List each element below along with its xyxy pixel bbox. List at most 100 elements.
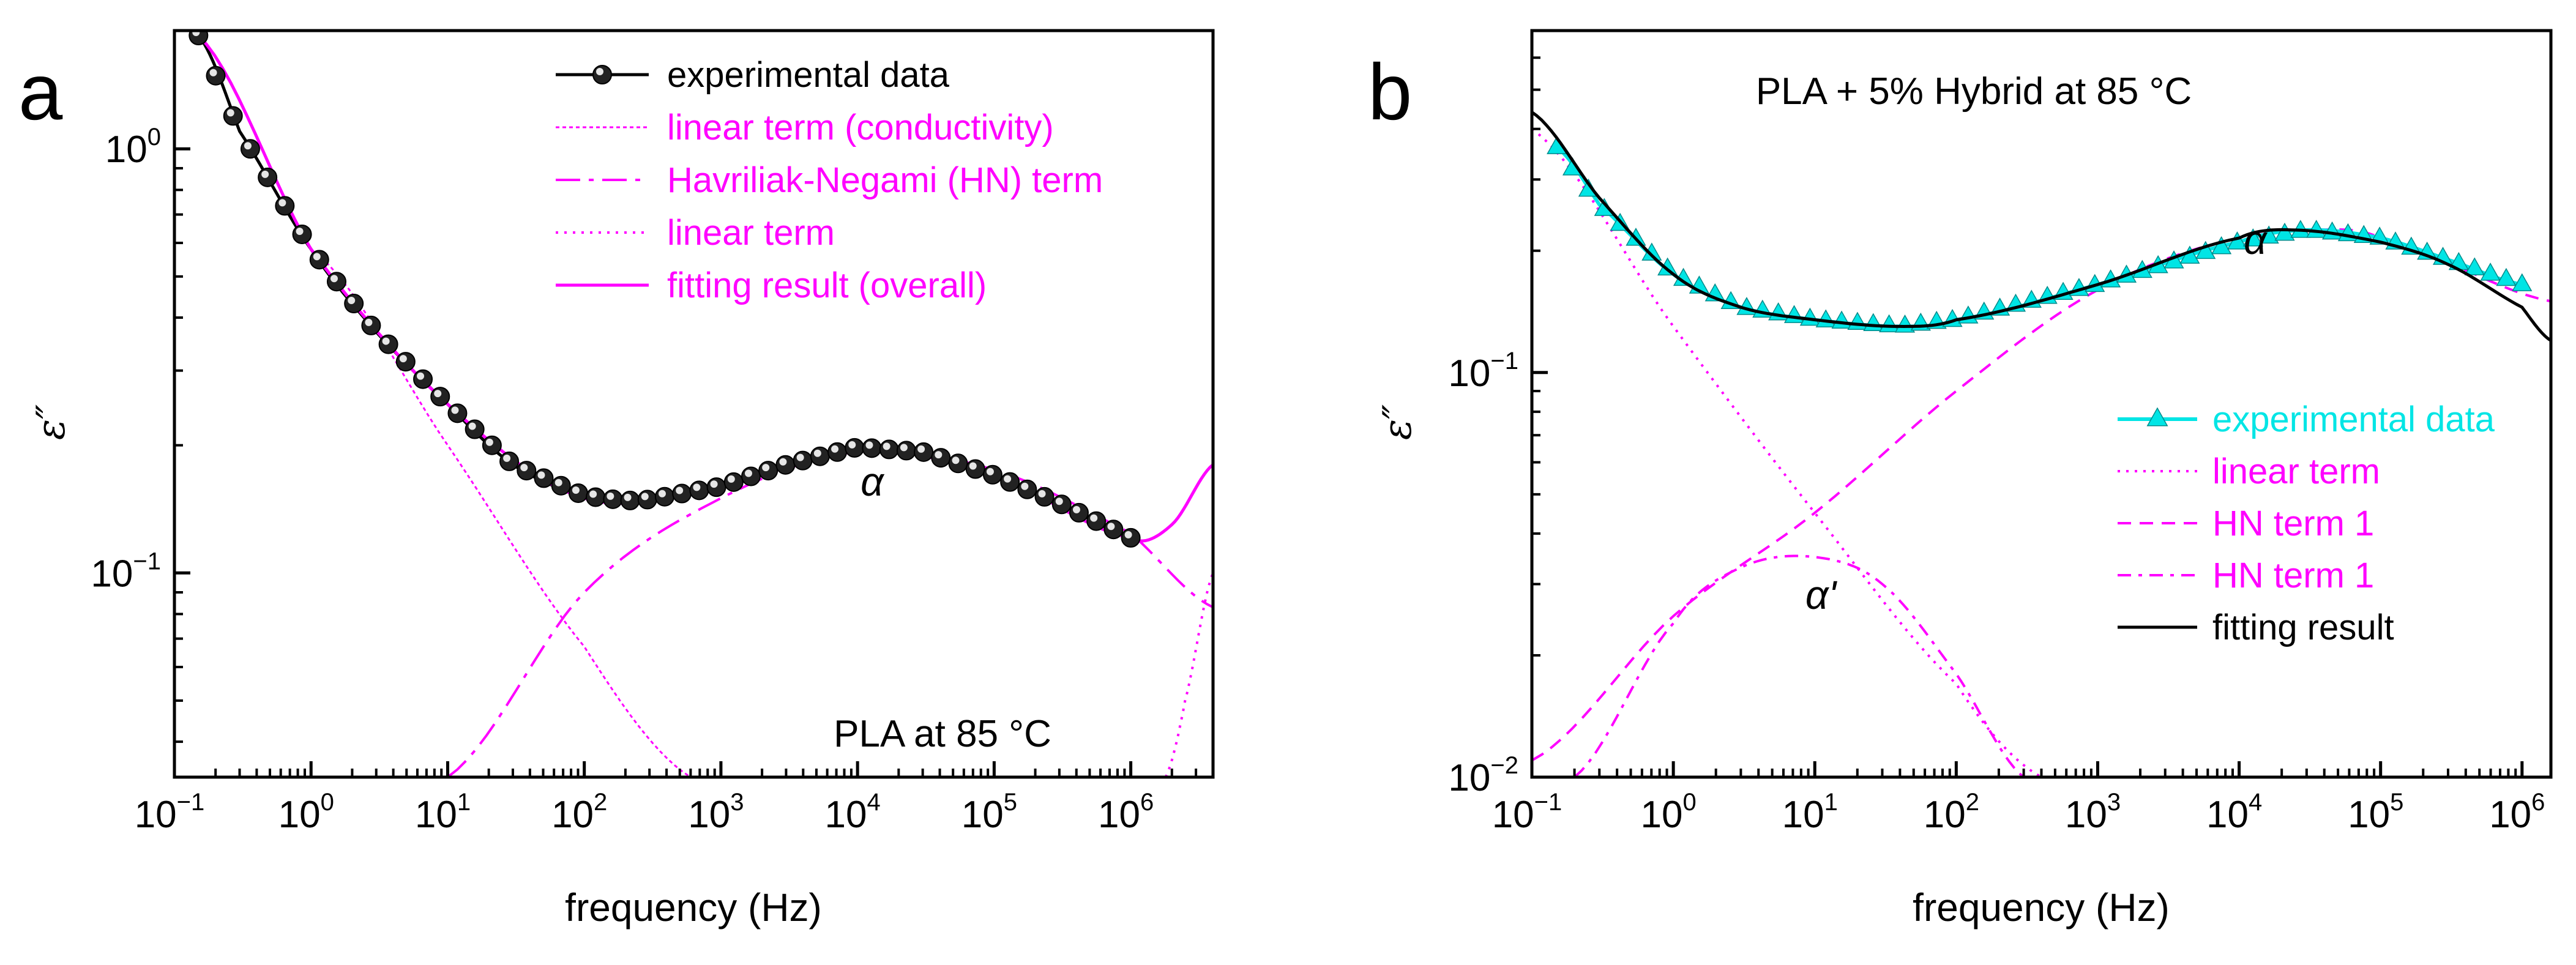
panel-a-legend-item: linear term xyxy=(556,213,835,253)
panel-b-data-point xyxy=(1879,314,1900,333)
panel-a-data-point xyxy=(326,272,346,292)
panel-b-hn-term-alpha-prime-line xyxy=(1574,554,2025,777)
panel-b-annotation: PLA + 5% Hybrid at 85 °C xyxy=(1756,70,2192,113)
panel-b-legend: experimental data linear term HN term 1 HN … xyxy=(2118,400,2495,647)
panel-b-plot-area xyxy=(1532,111,2551,777)
panel-a-data-point xyxy=(309,250,329,270)
panel-b-x-tick-label: 10−1 xyxy=(1492,789,1562,836)
panel-a-data-point xyxy=(931,448,951,468)
panel-a-data-point xyxy=(258,167,278,187)
panel-a-x-axis-label: frequency (Hz) xyxy=(565,885,822,930)
panel-b-x-tick-label: 102 xyxy=(1924,789,1979,836)
panel-b-data-point xyxy=(2496,267,2517,286)
panel-a-x-tick-label: 103 xyxy=(688,789,744,836)
panel-a-data-point xyxy=(723,472,744,492)
panel-b-data-point xyxy=(1847,311,1868,330)
panel-a-hn-term-line xyxy=(447,449,1213,777)
panel-b-y-axis-label: ε″ xyxy=(1375,404,1421,440)
panel-b-data-point xyxy=(2211,236,2232,255)
panel-a-data-point xyxy=(1000,472,1020,492)
panel-a-data-point xyxy=(534,468,554,488)
panel-a-data-point xyxy=(1069,502,1089,523)
panel-a-data-point xyxy=(586,487,606,507)
panel-a-data-point xyxy=(292,224,312,244)
panel-a-data-point xyxy=(378,334,398,354)
panel-a-legend-item: experimental data xyxy=(556,55,950,95)
panel-a-data-point xyxy=(361,315,381,335)
panel-a-data-point xyxy=(568,483,588,503)
panel-b-data-point xyxy=(2274,222,2295,241)
panel-b-y-tick-label: 10−1 xyxy=(1448,348,1518,395)
panel-b-legend-label: experimental data xyxy=(2212,400,2495,439)
panel-a-data-point xyxy=(275,196,295,216)
panel-a-data-point xyxy=(1034,486,1055,507)
panel-b-x-tick-label: 103 xyxy=(2065,789,2121,836)
panel-a-legend-label: Havriliak-Negami (HN) term xyxy=(667,160,1103,200)
panel-a-data-point xyxy=(982,464,1002,485)
panel-b-data-point xyxy=(1783,305,1805,323)
panel-a-data-point xyxy=(551,475,571,496)
panel-b-legend-label: fitting result xyxy=(2212,608,2394,647)
panel-b-data-point xyxy=(2242,228,2263,247)
panel-a-data-point xyxy=(948,453,968,474)
panel-b-fitting-result-line xyxy=(1532,111,2551,342)
panel-a-legend-marker xyxy=(592,65,612,84)
panel-a-data-point xyxy=(499,451,520,471)
panel-a-data-point xyxy=(413,369,433,389)
panel-a-x-tick-label: 105 xyxy=(961,789,1017,836)
panel-b-label: b xyxy=(1368,47,1412,136)
panel-b-data-point xyxy=(2258,225,2279,244)
panel-a-label: a xyxy=(18,47,63,136)
panel-a-data-point xyxy=(344,294,364,314)
panel-b-x-tick-label: 101 xyxy=(1782,789,1838,836)
panel-a-data-point xyxy=(689,480,709,501)
panel-b-data-point xyxy=(1958,305,1979,324)
panel-a-data-point xyxy=(775,455,796,475)
panel-b-data-point xyxy=(2480,263,2501,281)
panel-b-legend-label: linear term xyxy=(2212,452,2380,491)
panel-a-legend-label: fitting result (overall) xyxy=(667,266,987,305)
panel-b-data-point xyxy=(2464,257,2485,275)
panel-a-data-point xyxy=(654,486,674,507)
panel-a-data-point xyxy=(395,352,416,372)
panel-a-data-point xyxy=(827,442,848,462)
panel-b-legend-marker xyxy=(2146,407,2168,427)
panel-a-data-point xyxy=(741,466,761,486)
panel-a-data-point xyxy=(1051,494,1072,515)
panel-b-legend-label: HN term 1 xyxy=(2212,556,2374,595)
panel-a-x-tick-label: 101 xyxy=(415,789,471,836)
panel-b-legend-item: fitting result xyxy=(2118,608,2394,647)
panel-b-legend-item: experimental data xyxy=(2118,400,2495,439)
panel-b-secondary-peak-label: α' xyxy=(1805,572,1838,617)
panel-a-data-point xyxy=(810,446,830,466)
panel-b-legend-item: linear term xyxy=(2118,452,2380,491)
panel-b-legend-item: HN term 1 xyxy=(2118,504,2374,543)
panel-a-data-point xyxy=(1121,527,1141,548)
panel-a-data-point xyxy=(447,403,468,423)
panel-a-data-point xyxy=(914,442,934,462)
panel-a-legend-label: linear term (conductivity) xyxy=(667,108,1054,147)
panel-a-x-tick-label: 106 xyxy=(1098,789,1154,836)
panel-b-legend-label: HN term 1 xyxy=(2212,504,2374,543)
panel-a-linear-term-line xyxy=(1164,572,1213,777)
panel-a-data-point xyxy=(517,461,537,481)
panel-b-x-tick-label: 106 xyxy=(2489,789,2545,836)
panel-a-annotation: PLA at 85 °C xyxy=(834,713,1051,755)
panel-a-x-tick-label: 10−1 xyxy=(135,789,205,836)
panel-a-plot-area xyxy=(189,31,1213,777)
panel-a-legend-item: Havriliak-Negami (HN) term xyxy=(556,160,1103,200)
panel-a-data-point xyxy=(1086,511,1107,531)
panel-b-x-axis-label: frequency (Hz) xyxy=(1913,885,2170,930)
panel-b-hn-term-alpha-line xyxy=(1532,228,2551,762)
panel-b-y-tick-label: 10−2 xyxy=(1448,752,1518,799)
panel-b-peak-label: α xyxy=(2244,217,2268,263)
panel-a-data-point xyxy=(706,477,726,497)
panel-a-legend-label: experimental data xyxy=(667,55,950,95)
panel-a-data-point xyxy=(896,441,916,461)
panel-a-data-point xyxy=(965,459,985,479)
panel-a-data-point xyxy=(862,438,882,458)
panel-a-legend-item: fitting result (overall) xyxy=(556,266,987,305)
panel-b-x-tick-label: 100 xyxy=(1641,789,1697,836)
panel-a-data-point xyxy=(206,65,226,86)
